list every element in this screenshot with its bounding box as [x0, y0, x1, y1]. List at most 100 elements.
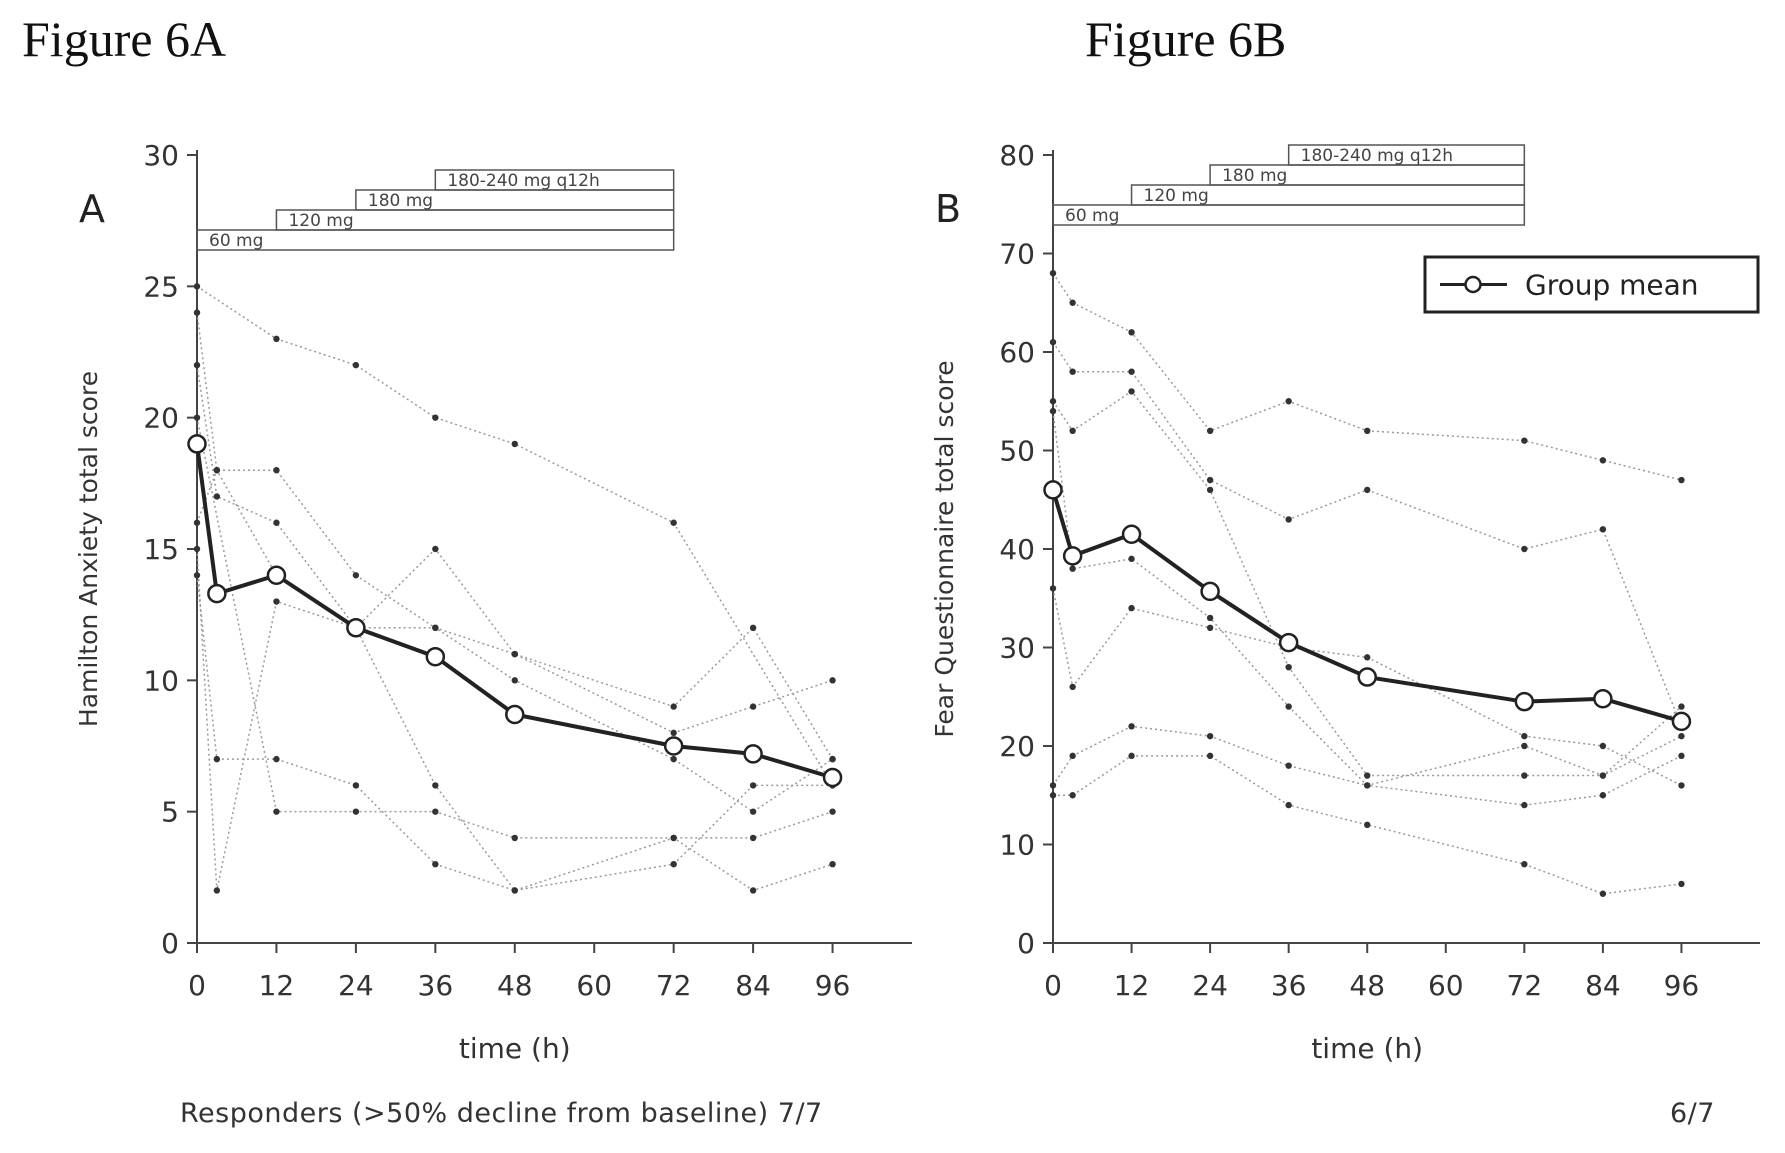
individual-data-point: [193, 414, 201, 421]
figure-6a-title: Figure 6A: [22, 11, 227, 67]
y-axis-label: Fear Questionnaire total score: [930, 360, 959, 737]
x-axis-label: time (h): [1311, 1032, 1423, 1065]
x-tick-label: 0: [188, 969, 206, 1002]
dose-bar-label: 180-240 mg q12h: [1301, 146, 1453, 166]
individual-data-point: [1206, 476, 1214, 484]
individual-data-point: [829, 677, 836, 684]
individual-data-point: [1049, 782, 1057, 789]
individual-data-point: [352, 808, 360, 815]
individual-data-point: [273, 808, 280, 815]
individual-data-point: [432, 545, 439, 553]
dose-bar-label: 180 mg: [368, 191, 433, 211]
x-tick-label: 12: [259, 969, 295, 1002]
individual-data-point: [1678, 880, 1685, 888]
x-tick-label: 60: [1428, 969, 1464, 1002]
individual-data-point: [213, 467, 221, 474]
individual-data-point: [193, 309, 201, 316]
individual-data-point: [432, 414, 439, 421]
group-mean-point: [663, 736, 684, 756]
individual-data-point: [1521, 772, 1528, 779]
individual-data-point: [1206, 752, 1214, 760]
y-tick-label: 80: [999, 139, 1035, 172]
individual-data-point: [193, 361, 201, 369]
individual-data-point: [1069, 299, 1076, 306]
x-tick-label: 48: [497, 969, 533, 1002]
individual-data-point: [1521, 732, 1528, 740]
dose-bar: [434, 169, 675, 191]
group-mean-point: [1200, 581, 1220, 602]
group-mean-point: [1043, 480, 1063, 500]
group-mean-point: [1062, 546, 1083, 566]
y-tick-label: 15: [143, 533, 179, 566]
panel-a-chart: 0 5 10 15 20 25 30 0 12 24 36 48 60 72 84 96 time (h) Ham…: [74, 139, 912, 1065]
dose-bar-label: 180 mg: [1222, 166, 1287, 186]
individual-data-point: [749, 703, 757, 710]
group-mean-point: [346, 618, 366, 638]
individual-data-point: [1678, 782, 1685, 789]
individual-data-point: [213, 493, 221, 500]
x-tick-label: 84: [1585, 969, 1621, 1002]
individual-data-point: [1599, 742, 1607, 750]
y-tick-label: 70: [999, 238, 1035, 271]
individual-data-point: [511, 887, 518, 894]
x-tick-label: 72: [1507, 969, 1543, 1002]
individual-data-point: [511, 677, 518, 684]
individual-data-point: [1364, 821, 1371, 828]
y-tick-label: 10: [999, 829, 1035, 862]
panel-label: B: [935, 187, 961, 231]
dose-bar-label: 60 mg: [209, 231, 263, 251]
individual-data-point: [1069, 565, 1076, 572]
group-mean-line: [195, 443, 834, 780]
individual-data-point: [829, 808, 836, 815]
individual-data-point: [213, 755, 221, 763]
y-tick-label: 20: [143, 402, 179, 435]
individual-data-point: [1521, 742, 1528, 750]
individual-series-line: [196, 417, 833, 839]
x-tick-label: 12: [1114, 969, 1150, 1002]
individual-data-point: [1206, 732, 1214, 740]
individual-data-point: [1049, 338, 1057, 346]
group-mean-point: [743, 744, 763, 764]
individual-data-point: [1678, 732, 1685, 740]
x-tick-label: 96: [1664, 969, 1700, 1002]
dose-bar-label: 60 mg: [1065, 206, 1119, 226]
group-mean-point: [266, 565, 287, 586]
individual-series-line: [196, 468, 833, 813]
individual-data-point: [670, 755, 677, 763]
x-tick-label: 24: [338, 969, 374, 1002]
individual-data-point: [1049, 398, 1057, 405]
dose-bar: [1287, 144, 1526, 166]
individual-data-point: [1285, 762, 1292, 769]
individual-data-point: [1128, 604, 1135, 612]
individual-data-point: [352, 361, 360, 369]
group-mean-point: [1357, 667, 1377, 687]
individual-data-point: [670, 729, 677, 737]
y-tick-label: 30: [143, 139, 179, 172]
individual-data-point: [1599, 890, 1607, 897]
individual-data-point: [1521, 437, 1528, 444]
group-mean-point: [505, 704, 525, 725]
individual-data-point: [273, 335, 280, 343]
figure-6b-title: Figure 6B: [1085, 11, 1287, 67]
legend-marker-swatch: [1464, 275, 1482, 294]
individual-data-point: [193, 572, 201, 579]
y-tick-label: 40: [999, 533, 1035, 566]
individual-data-point: [1285, 703, 1292, 710]
individual-data-point: [1678, 703, 1685, 710]
individual-data-point: [1049, 792, 1057, 799]
x-tick-label: 36: [418, 969, 454, 1002]
x-tick-label: 84: [735, 969, 771, 1002]
y-tick-label: 5: [161, 796, 179, 829]
individual-data-point: [1069, 368, 1076, 375]
group-mean-point: [207, 583, 227, 604]
individual-data-point: [511, 834, 518, 842]
individual-data-point: [1521, 545, 1528, 553]
individual-data-point: [1049, 407, 1057, 415]
group-mean-point: [425, 646, 446, 667]
individual-data-point: [1069, 683, 1076, 691]
individual-data-point: [213, 887, 221, 894]
individual-data-point: [432, 808, 439, 815]
individual-data-point: [273, 467, 280, 474]
individual-data-point: [1049, 270, 1057, 277]
